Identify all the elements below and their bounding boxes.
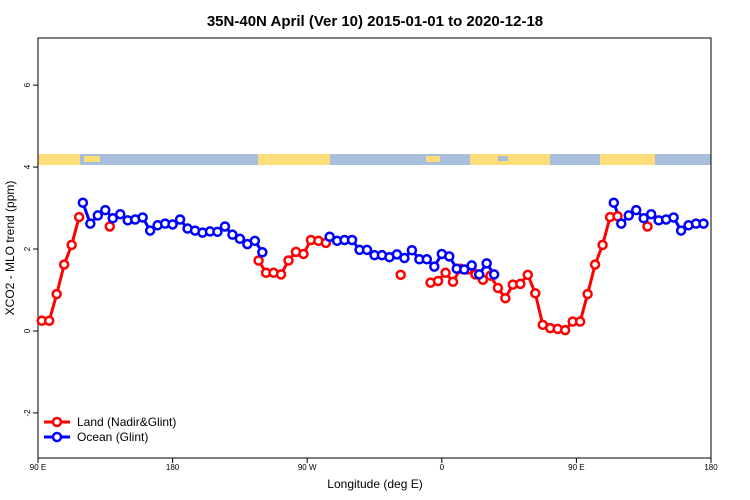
x-tick-label: 90 W bbox=[298, 463, 317, 472]
point-marker bbox=[668, 212, 679, 223]
point-marker bbox=[137, 212, 148, 223]
point-marker bbox=[346, 234, 358, 246]
point-marker bbox=[444, 251, 455, 262]
point-marker bbox=[530, 288, 541, 299]
point-marker bbox=[100, 204, 111, 216]
point-marker bbox=[253, 255, 264, 266]
point-marker bbox=[283, 255, 294, 266]
point-marker bbox=[257, 247, 268, 258]
point-marker bbox=[406, 245, 418, 256]
point-marker bbox=[92, 210, 104, 221]
point-marker bbox=[212, 226, 223, 238]
legend-label: Ocean (Glint) bbox=[77, 430, 148, 444]
point-marker bbox=[488, 269, 500, 280]
x-tick-label: 180 bbox=[704, 463, 718, 472]
y-axis-label: XCO2 - MLO trend (ppm) bbox=[3, 181, 17, 316]
land-band bbox=[258, 154, 330, 165]
point-marker bbox=[85, 218, 96, 229]
point-marker bbox=[616, 218, 627, 229]
point-marker bbox=[458, 264, 470, 275]
point-marker bbox=[589, 259, 601, 270]
point-marker bbox=[227, 229, 238, 240]
point-marker bbox=[466, 260, 477, 271]
point-marker bbox=[51, 288, 62, 300]
point-marker bbox=[167, 219, 178, 230]
x-tick-label: 0 bbox=[440, 463, 445, 472]
point-marker bbox=[43, 315, 55, 326]
legend-label: Land (Nadir&Glint) bbox=[77, 415, 176, 429]
point-marker bbox=[219, 221, 231, 232]
point-marker bbox=[298, 248, 309, 260]
point-marker bbox=[429, 261, 440, 272]
y-tick-label: 6 bbox=[23, 82, 32, 87]
point-marker bbox=[144, 225, 156, 236]
point-marker bbox=[574, 316, 586, 327]
point-marker bbox=[421, 254, 433, 265]
point-marker bbox=[447, 276, 459, 288]
point-marker bbox=[440, 267, 451, 279]
point-marker bbox=[481, 258, 492, 269]
point-marker bbox=[249, 235, 261, 247]
point-marker bbox=[473, 269, 485, 280]
ocean-band bbox=[498, 156, 508, 161]
point-marker bbox=[275, 269, 287, 280]
point-marker bbox=[698, 218, 709, 229]
land-band bbox=[426, 156, 440, 162]
point-marker bbox=[77, 197, 89, 208]
point-marker bbox=[104, 221, 116, 232]
point-marker bbox=[597, 239, 608, 251]
point-marker bbox=[115, 208, 126, 220]
point-marker bbox=[399, 252, 410, 264]
ocean-band bbox=[38, 154, 711, 165]
point-marker bbox=[234, 233, 246, 245]
land-band bbox=[470, 154, 550, 165]
y-tick-label: -2 bbox=[23, 409, 32, 417]
point-marker bbox=[638, 213, 649, 224]
point-marker bbox=[58, 259, 70, 270]
point-marker bbox=[559, 324, 571, 336]
point-marker bbox=[500, 292, 511, 304]
legend-swatch-marker bbox=[51, 431, 63, 443]
point-marker bbox=[582, 288, 593, 300]
x-axis-label: Longitude (deg E) bbox=[327, 477, 422, 491]
land-band bbox=[600, 154, 655, 165]
point-marker bbox=[623, 210, 634, 221]
point-marker bbox=[608, 197, 620, 208]
point-marker bbox=[642, 221, 653, 232]
point-marker bbox=[675, 225, 687, 236]
point-marker bbox=[73, 211, 85, 223]
point-marker bbox=[432, 275, 444, 287]
chart-title: 35N-40N April (Ver 10) 2015-01-01 to 202… bbox=[207, 13, 543, 30]
point-marker bbox=[324, 231, 335, 242]
y-tick-label: 2 bbox=[23, 246, 32, 251]
land-band bbox=[84, 156, 100, 162]
point-marker bbox=[66, 239, 77, 251]
point-marker bbox=[395, 269, 406, 281]
legend-swatch-marker bbox=[51, 416, 63, 428]
point-marker bbox=[522, 269, 534, 281]
land-band bbox=[38, 154, 80, 165]
land-ocean-strip bbox=[38, 154, 711, 165]
x-tick-label: 90 E bbox=[30, 463, 46, 472]
legend: Land (Nadir&Glint)Ocean (Glint) bbox=[44, 415, 176, 444]
y-tick-label: 4 bbox=[23, 164, 32, 169]
point-marker bbox=[107, 213, 119, 224]
point-marker bbox=[515, 278, 526, 290]
y-tick-label: 0 bbox=[23, 328, 32, 333]
x-tick-label: 90 E bbox=[568, 463, 584, 472]
point-marker bbox=[630, 204, 642, 216]
plot-frame bbox=[37, 37, 712, 459]
point-marker bbox=[361, 244, 373, 256]
point-marker bbox=[492, 282, 504, 294]
x-tick-label: 180 bbox=[166, 463, 180, 472]
point-marker bbox=[645, 208, 657, 220]
point-marker bbox=[174, 214, 186, 225]
